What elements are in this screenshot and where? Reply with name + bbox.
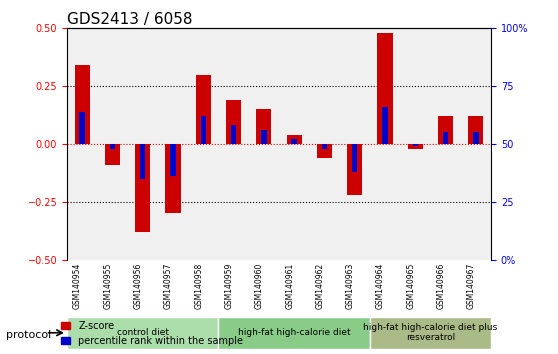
Text: GSM140966: GSM140966 <box>436 262 446 309</box>
Text: GSM140958: GSM140958 <box>194 262 203 309</box>
Bar <box>468 116 483 144</box>
Bar <box>347 144 362 195</box>
Bar <box>413 144 418 146</box>
Text: high-fat high-calorie diet plus
resveratrol: high-fat high-calorie diet plus resverat… <box>363 323 498 342</box>
Text: GSM140959: GSM140959 <box>224 262 234 309</box>
Bar <box>75 65 90 144</box>
Bar <box>352 144 357 172</box>
Bar <box>438 116 453 144</box>
Bar <box>231 125 236 144</box>
Text: GSM140955: GSM140955 <box>103 262 112 309</box>
Text: GSM140962: GSM140962 <box>315 262 324 309</box>
Bar <box>317 144 332 158</box>
Text: control diet: control diet <box>117 328 169 337</box>
Text: GSM140961: GSM140961 <box>285 262 294 309</box>
Text: GSM140967: GSM140967 <box>467 262 476 309</box>
Bar <box>196 75 211 144</box>
Text: GDS2413 / 6058: GDS2413 / 6058 <box>67 12 193 27</box>
Bar <box>287 135 302 144</box>
Bar <box>201 116 206 144</box>
Bar <box>170 144 176 176</box>
Bar <box>408 144 423 149</box>
Text: GSM140957: GSM140957 <box>164 262 173 309</box>
Bar <box>105 144 120 165</box>
Text: GSM140964: GSM140964 <box>376 262 385 309</box>
Bar <box>382 107 388 144</box>
Text: GSM140956: GSM140956 <box>134 262 143 309</box>
Bar <box>473 132 479 144</box>
Bar <box>443 132 448 144</box>
Text: high-fat high-calorie diet: high-fat high-calorie diet <box>238 328 350 337</box>
FancyBboxPatch shape <box>218 317 370 349</box>
Text: protocol: protocol <box>6 330 51 339</box>
Bar <box>226 100 241 144</box>
Text: GSM140965: GSM140965 <box>406 262 415 309</box>
FancyBboxPatch shape <box>370 317 491 349</box>
Bar <box>291 139 297 144</box>
Bar <box>261 130 267 144</box>
Legend: Z-score, percentile rank within the sample: Z-score, percentile rank within the samp… <box>61 321 243 346</box>
Bar <box>377 33 393 144</box>
Bar <box>256 109 271 144</box>
Text: GSM140963: GSM140963 <box>346 262 355 309</box>
Bar <box>135 144 150 232</box>
Bar <box>110 144 115 149</box>
Text: GSM140954: GSM140954 <box>73 262 82 309</box>
FancyBboxPatch shape <box>67 317 218 349</box>
Bar <box>79 112 85 144</box>
Text: GSM140960: GSM140960 <box>255 262 264 309</box>
Bar <box>140 144 145 179</box>
Bar <box>165 144 181 213</box>
Bar <box>322 144 327 149</box>
